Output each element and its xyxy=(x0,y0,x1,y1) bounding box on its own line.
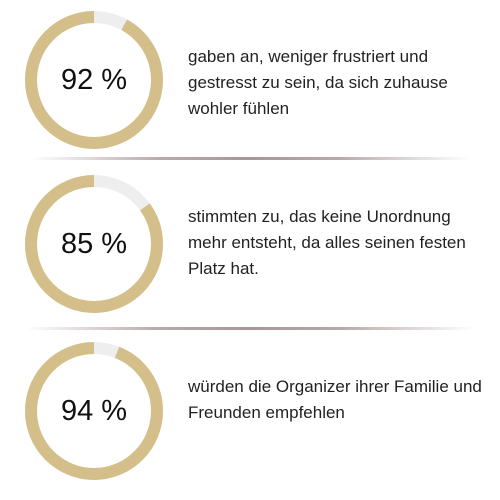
divider-1 xyxy=(30,157,470,160)
stat-description-3: würden die Organizer ihrer Familie und F… xyxy=(188,377,482,422)
donut-svg-1 xyxy=(25,11,163,149)
stat-2: 85 % stimmten zu, das keine Unordnung me… xyxy=(0,164,500,324)
stat-3: 94 % würden die Organizer ihrer Familie … xyxy=(0,334,500,494)
percent-label-3: 94 % xyxy=(60,394,128,427)
donut-svg-3 xyxy=(25,342,163,480)
percent-label-2: 85 % xyxy=(60,227,128,260)
donut-chart-2: 85 % xyxy=(24,174,164,314)
percent-label-1: 92 % xyxy=(60,63,128,96)
donut-arc-1 xyxy=(25,11,163,149)
divider-2 xyxy=(25,327,475,330)
donut-arc-2 xyxy=(25,175,163,313)
stat-1: 92 % gaben an, weniger frustriert und ge… xyxy=(0,0,500,160)
donut-chart-3: 94 % xyxy=(24,341,164,481)
donut-chart-1: 92 % xyxy=(24,10,164,150)
donut-arc-3 xyxy=(25,342,163,480)
stat-description-1: gaben an, weniger frustriert und gestres… xyxy=(188,47,448,118)
donut-svg-2 xyxy=(25,175,163,313)
stat-description-2: stimmten zu, das keine Unordnung mehr en… xyxy=(188,207,466,278)
